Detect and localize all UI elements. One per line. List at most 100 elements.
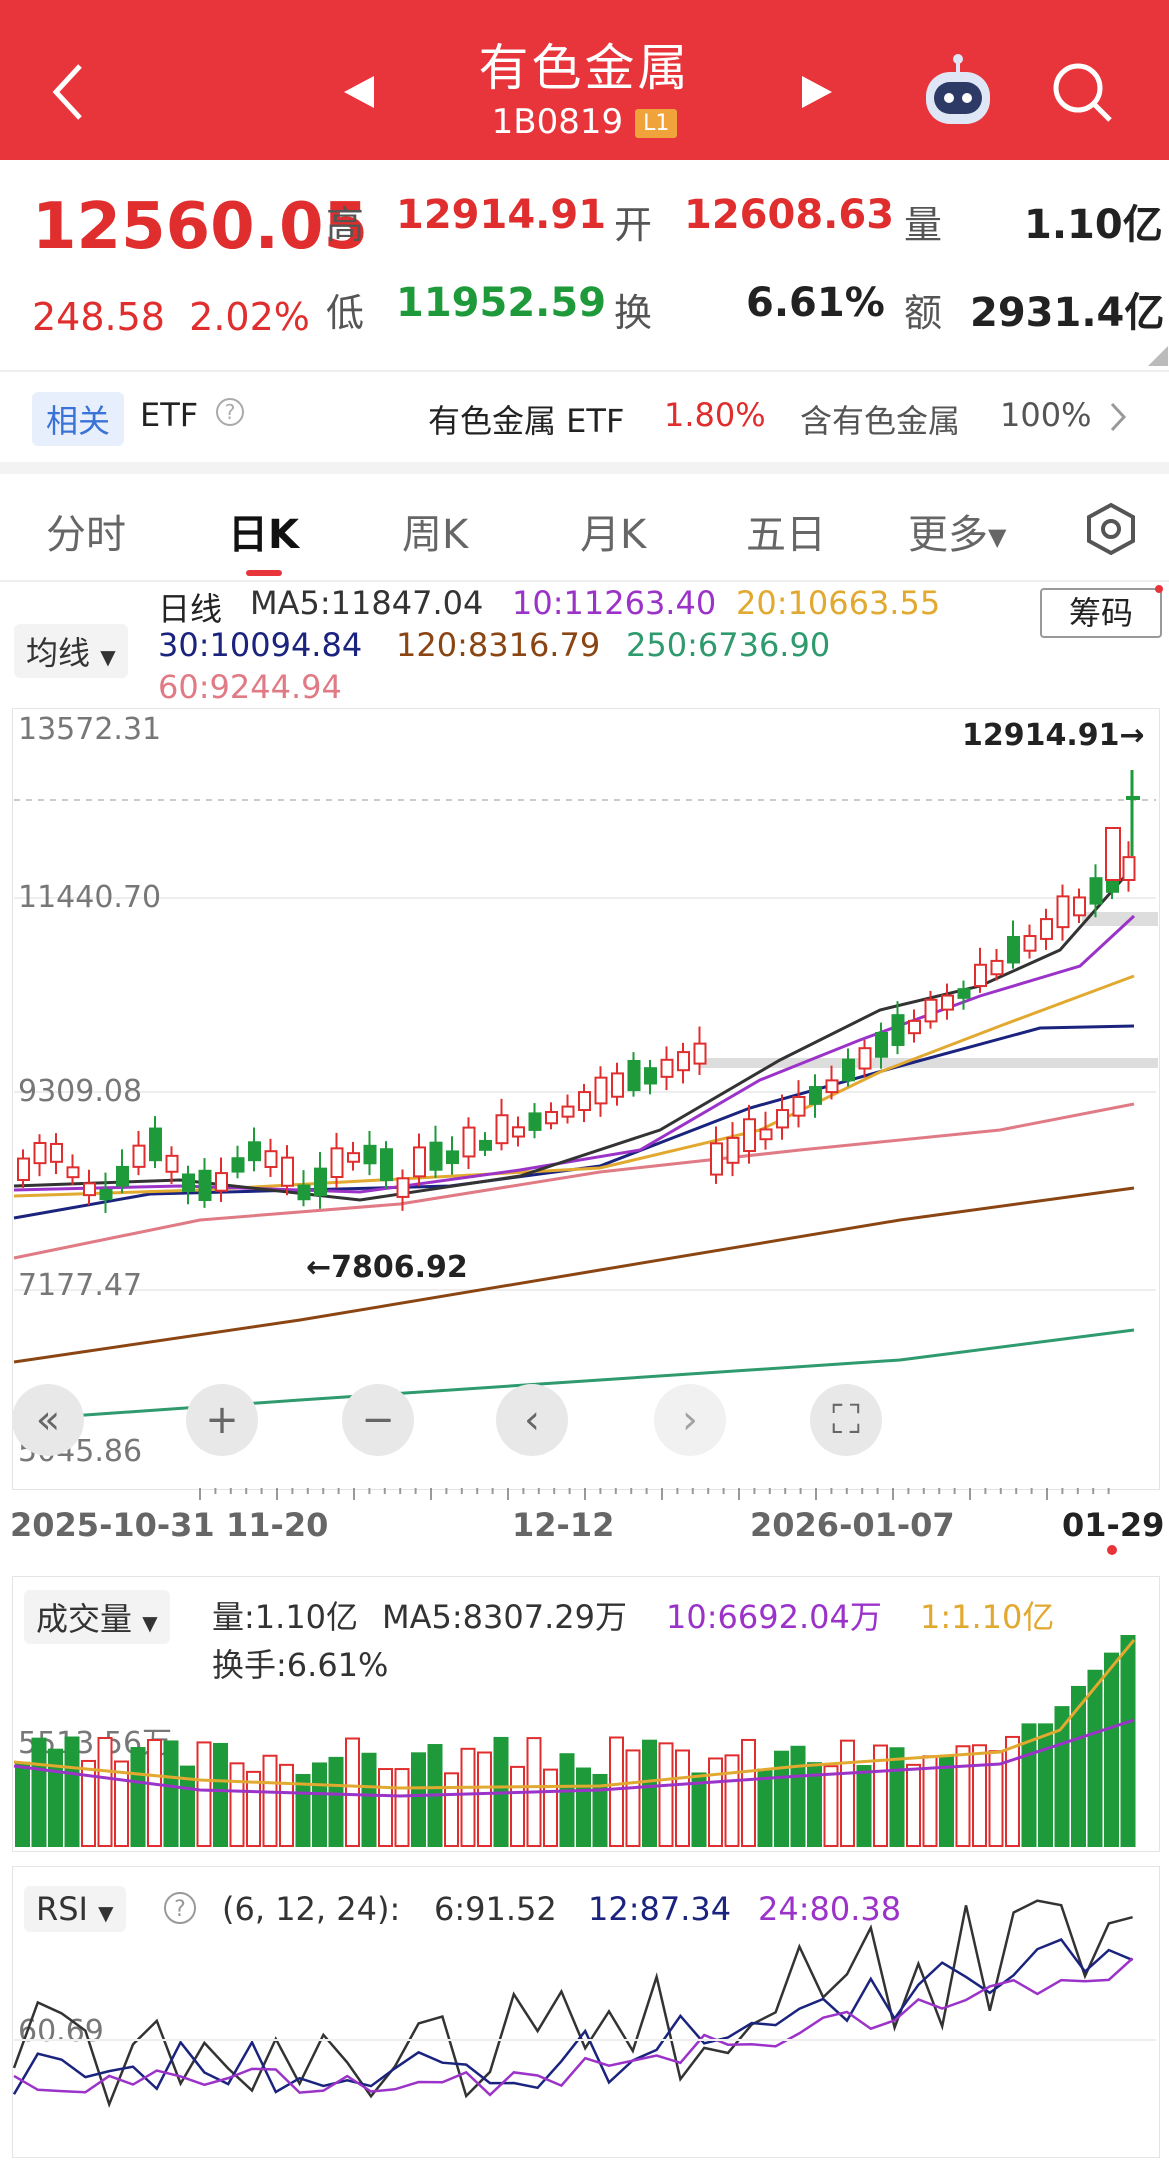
settings-hex-icon[interactable] — [1084, 502, 1138, 556]
ma20-line — [13, 974, 1135, 1198]
y-label-4: 7177.47 — [18, 1268, 143, 1303]
price-change: 248.58 2.02% — [32, 295, 310, 339]
candle-body — [875, 1031, 888, 1058]
etf-label: ETF — [140, 396, 199, 434]
caret-down-icon: ▼ — [100, 645, 116, 669]
next-arrow-icon[interactable] — [796, 74, 836, 110]
rsi6-value: 6:91.52 — [434, 1890, 557, 1928]
candle-body — [1040, 918, 1053, 940]
candle-body — [1126, 796, 1140, 800]
help-icon[interactable]: ? — [214, 396, 246, 428]
amount-label: 额 — [904, 291, 943, 335]
help-icon[interactable]: ? — [162, 1890, 198, 1926]
contains-percent: 100% — [1000, 396, 1092, 434]
scroll-left-button[interactable]: « — [12, 1384, 84, 1456]
chip-distribution-button[interactable]: 筹码 — [1040, 588, 1162, 638]
x-label-4: 2026-01-07 — [750, 1506, 955, 1544]
candle-body — [264, 1150, 278, 1168]
price-band — [700, 1058, 1158, 1068]
candle-body — [198, 1169, 212, 1201]
candle-body — [429, 1141, 443, 1171]
tab-daily-k[interactable]: 日K — [228, 512, 299, 558]
candle-body — [1122, 856, 1136, 882]
search-icon[interactable] — [1050, 60, 1116, 126]
rsi-dropdown[interactable]: RSI ▼ — [24, 1886, 126, 1932]
rsi-panel[interactable] — [12, 1866, 1160, 2158]
candle-body — [660, 1058, 674, 1078]
tab-more[interactable]: 更多▼ — [908, 502, 1006, 560]
ma120-value: 120:8316.79 — [396, 626, 601, 664]
rsi24-value: 24:80.38 — [758, 1890, 902, 1928]
zoom-in-button[interactable]: + — [186, 1384, 258, 1456]
volume-dropdown-label: 成交量 — [36, 1600, 133, 1638]
move-right-button[interactable]: › — [654, 1384, 726, 1456]
candle-body — [413, 1146, 426, 1178]
candle-body — [858, 1047, 872, 1070]
candle-body — [759, 1128, 773, 1141]
price-band — [1082, 912, 1158, 926]
robot-assistant-icon[interactable] — [918, 54, 998, 130]
period-label: 日线 — [158, 590, 223, 628]
ma120-line — [13, 1186, 1135, 1364]
ma-dropdown[interactable]: 均线 ▼ — [14, 624, 128, 678]
rsi-y-label: 60.69 — [18, 2014, 104, 2049]
last-price: 12560.05 — [32, 190, 369, 264]
etf-bar[interactable]: 相关 ETF ? 有色金属 ETF 1.80% 含有色金属 100% — [0, 372, 1169, 460]
zoom-out-button[interactable]: − — [342, 1384, 414, 1456]
kline-chart[interactable] — [0, 0, 1169, 1570]
candle-body — [1056, 895, 1070, 929]
candle-body — [776, 1109, 789, 1129]
candle-body — [644, 1067, 657, 1085]
candle-body — [842, 1058, 855, 1082]
volume-dropdown[interactable]: 成交量 ▼ — [24, 1590, 170, 1644]
volume-y-label: 5513.56万 — [18, 1726, 173, 1761]
svg-text:?: ? — [174, 1897, 186, 1922]
candle-body — [908, 1019, 921, 1035]
caret-down-icon: ▼ — [98, 1901, 114, 1925]
candle-body — [215, 1172, 228, 1192]
volume-panel[interactable] — [12, 1576, 1160, 1852]
amount-value: 2931.4亿 — [970, 290, 1165, 336]
ma250-line — [13, 1328, 1135, 1422]
candle-body — [990, 959, 1004, 976]
tab-weekly-k[interactable]: 周K — [402, 512, 469, 558]
candle-body — [941, 994, 954, 1011]
x-label-3: 12-12 — [512, 1506, 615, 1544]
candle-body — [330, 1147, 344, 1179]
candle-body — [743, 1118, 756, 1153]
caret-down-icon: ▼ — [988, 523, 1007, 551]
tab-monthly-k[interactable]: 月K — [580, 512, 647, 558]
etf-name: 有色金属 ETF — [428, 402, 625, 440]
tab-five-day[interactable]: 五日 — [746, 512, 826, 558]
volume-value: 1.10亿 — [1024, 202, 1163, 248]
turnover-value: 6.61% — [746, 280, 885, 326]
candle-body — [248, 1141, 261, 1162]
candle-body — [99, 1188, 113, 1201]
candle-body — [578, 1091, 591, 1112]
etf-percent: 1.80% — [664, 396, 766, 434]
move-left-button[interactable]: ‹ — [496, 1384, 568, 1456]
prev-arrow-icon[interactable] — [340, 74, 380, 110]
tab-more-label: 更多 — [908, 512, 988, 558]
candle-body — [1089, 877, 1103, 905]
candle-body — [132, 1144, 146, 1168]
candle-body — [363, 1144, 377, 1165]
candle-body — [50, 1142, 63, 1163]
candle-body — [792, 1096, 806, 1117]
x-label-1: 2025-10-31 — [10, 1506, 215, 1544]
candle-body — [825, 1079, 839, 1094]
related-tag: 相关 — [32, 392, 125, 446]
open-label: 开 — [614, 203, 653, 247]
high-label: 高 — [326, 203, 365, 247]
back-icon[interactable] — [48, 62, 88, 122]
candle-body — [182, 1173, 195, 1192]
ma-dropdown-label: 均线 — [26, 634, 91, 672]
quote-panel: 12560.05 248.58 2.02% 高 12914.91 开 12608… — [0, 160, 1169, 370]
open-value: 12608.63 — [684, 192, 895, 238]
tab-minute[interactable]: 分时 — [46, 512, 126, 558]
fullscreen-button[interactable]: ⛶ — [810, 1384, 882, 1456]
candle-body — [924, 998, 938, 1023]
candle-body — [974, 963, 987, 988]
divider — [0, 370, 1169, 372]
candle-body — [33, 1142, 47, 1165]
